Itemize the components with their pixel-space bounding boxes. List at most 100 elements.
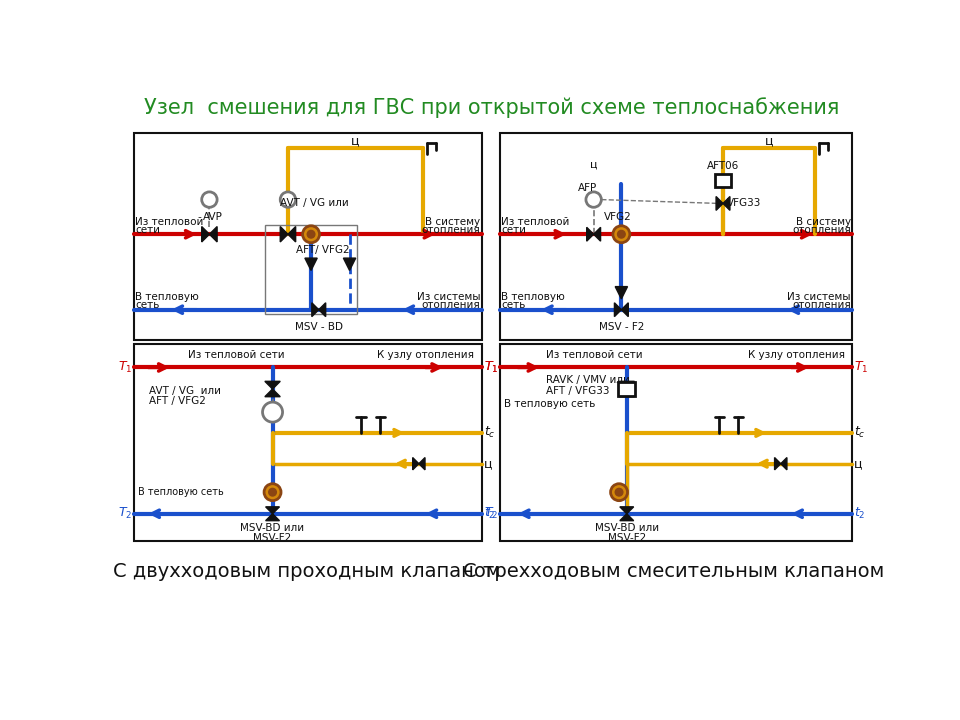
Text: RAVK / VMV или: RAVK / VMV или	[546, 375, 630, 384]
Polygon shape	[266, 507, 279, 514]
Text: сети: сети	[501, 225, 526, 235]
Polygon shape	[266, 514, 279, 521]
Polygon shape	[775, 457, 780, 470]
Polygon shape	[288, 227, 296, 242]
Bar	[715, 174, 731, 186]
Text: отопления: отопления	[421, 225, 480, 235]
Text: MSV - F2: MSV - F2	[599, 322, 644, 332]
Bar	[618, 382, 636, 396]
Text: Из тепловой сети: Из тепловой сети	[188, 350, 284, 360]
Polygon shape	[619, 382, 635, 389]
Text: Из тепловой: Из тепловой	[135, 217, 204, 227]
Bar	[500, 132, 852, 341]
Text: отопления: отопления	[792, 300, 851, 310]
Bar	[134, 344, 482, 541]
Text: AVP: AVP	[204, 212, 223, 222]
Polygon shape	[305, 258, 317, 271]
Text: К узлу отопления: К узлу отопления	[377, 350, 474, 360]
Text: отопления: отопления	[792, 225, 851, 235]
Polygon shape	[280, 227, 288, 242]
Text: VFG2: VFG2	[604, 212, 632, 222]
Circle shape	[302, 226, 320, 243]
Circle shape	[611, 484, 628, 500]
Text: MSV-BD или: MSV-BD или	[241, 523, 304, 533]
Text: $t_c$: $t_c$	[484, 426, 495, 441]
Polygon shape	[621, 303, 628, 317]
Text: AFT / VFG2: AFT / VFG2	[150, 396, 206, 406]
Circle shape	[269, 488, 276, 496]
Text: $T_2$: $T_2$	[484, 506, 498, 521]
Polygon shape	[312, 303, 319, 317]
Text: В тепловую сеть: В тепловую сеть	[138, 487, 224, 498]
Bar	[134, 132, 482, 341]
Polygon shape	[587, 228, 593, 241]
Polygon shape	[344, 258, 356, 271]
Text: AFP: AFP	[578, 183, 597, 193]
Polygon shape	[716, 197, 723, 210]
Text: $T_1$: $T_1$	[484, 360, 498, 375]
Text: AVT / VG  или: AVT / VG или	[150, 385, 222, 395]
Polygon shape	[265, 389, 280, 397]
Polygon shape	[780, 457, 787, 470]
Text: $T_1$: $T_1$	[484, 360, 498, 375]
Circle shape	[617, 230, 625, 238]
Text: MSV-BD или: MSV-BD или	[594, 523, 659, 533]
Text: VFG33: VFG33	[727, 199, 761, 208]
Text: MSV-F2: MSV-F2	[253, 534, 292, 544]
Circle shape	[262, 402, 282, 422]
Text: сеть: сеть	[135, 300, 160, 310]
Text: ц: ц	[589, 160, 597, 170]
Text: отопления: отопления	[421, 300, 480, 310]
Polygon shape	[265, 382, 280, 389]
Circle shape	[615, 488, 623, 496]
Text: $T_1$: $T_1$	[118, 360, 132, 375]
Text: В тепловую: В тепловую	[501, 292, 565, 302]
Text: $T_1$: $T_1$	[853, 360, 868, 375]
Text: AFT06: AFT06	[707, 161, 739, 171]
Circle shape	[612, 226, 630, 243]
Text: Из системы: Из системы	[787, 292, 851, 302]
Text: $T_2$: $T_2$	[118, 506, 132, 521]
Text: Из тепловой: Из тепловой	[501, 217, 569, 227]
Text: сеть: сеть	[501, 300, 526, 310]
Polygon shape	[202, 227, 209, 242]
Polygon shape	[319, 303, 325, 317]
Circle shape	[280, 192, 296, 207]
Text: AFT / VFG33: AFT / VFG33	[546, 385, 610, 395]
Text: В систему: В систему	[425, 217, 480, 227]
Bar	[500, 344, 852, 541]
Text: MSV-F2: MSV-F2	[608, 534, 646, 544]
Text: $t_2$: $t_2$	[853, 506, 865, 521]
Text: ц: ц	[853, 457, 862, 470]
Text: С двухходовым проходным клапаном: С двухходовым проходным клапаном	[113, 562, 501, 581]
Circle shape	[307, 230, 315, 238]
Polygon shape	[620, 507, 634, 514]
Polygon shape	[419, 457, 425, 470]
Polygon shape	[723, 197, 730, 210]
Bar	[265, 225, 357, 313]
Text: Из тепловой сети: Из тепловой сети	[546, 350, 642, 360]
Text: С трехходовым смесительным клапаном: С трехходовым смесительным клапаном	[463, 562, 884, 581]
Text: ц: ц	[484, 457, 492, 470]
Polygon shape	[593, 228, 601, 241]
Circle shape	[264, 484, 281, 500]
Text: В тепловую: В тепловую	[135, 292, 200, 302]
Text: ц: ц	[765, 134, 774, 147]
Polygon shape	[620, 514, 634, 521]
Polygon shape	[413, 457, 419, 470]
Text: $t_2$: $t_2$	[484, 506, 495, 521]
Text: сети: сети	[135, 225, 160, 235]
Polygon shape	[614, 303, 621, 317]
Circle shape	[202, 192, 217, 207]
Text: К узлу отопления: К узлу отопления	[748, 350, 845, 360]
Text: В тепловую сеть: В тепловую сеть	[504, 400, 595, 410]
Polygon shape	[209, 227, 217, 242]
Text: В систему: В систему	[796, 217, 851, 227]
Text: Из системы: Из системы	[417, 292, 480, 302]
Polygon shape	[619, 389, 635, 397]
Text: $t_c$: $t_c$	[853, 426, 866, 441]
Text: Узел  смешения для ГВС при открытой схеме теплоснабжения: Узел смешения для ГВС при открытой схеме…	[144, 96, 840, 117]
Text: AFT/ VFG2: AFT/ VFG2	[296, 245, 349, 255]
Text: AVT / VG или: AVT / VG или	[280, 199, 349, 208]
Text: MSV - BD: MSV - BD	[295, 322, 343, 332]
